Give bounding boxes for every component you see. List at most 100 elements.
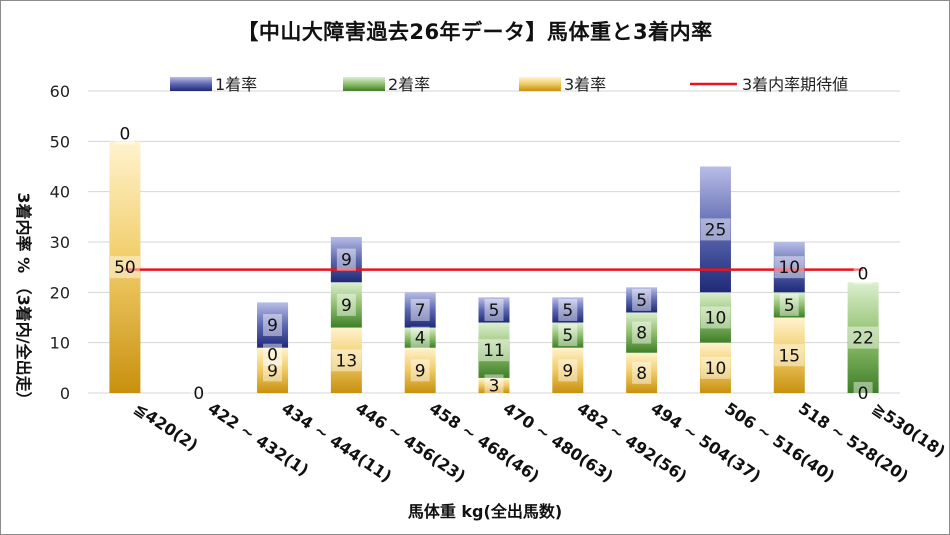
data-label-bg: [484, 298, 504, 321]
data-label-0-8: 10: [705, 359, 727, 379]
bar-segment-2-2: [257, 302, 289, 348]
data-label-0-3: 13: [336, 351, 358, 371]
data-label-1-5: 11: [483, 341, 505, 361]
y-axis-title: 3着内率 % （3着内/全出走）: [14, 192, 33, 407]
data-label-1-6: 5: [562, 326, 573, 346]
data-label-2-5: 5: [489, 301, 500, 321]
data-label-2-3: 9: [341, 251, 352, 271]
data-label-0-0: 50: [114, 258, 136, 278]
data-label-2-0: 0: [119, 124, 130, 144]
bar-segment-2-4: [404, 292, 436, 328]
data-label-bg: [853, 262, 873, 285]
y-tick-label: 30: [50, 233, 70, 252]
data-label-bg: [336, 248, 356, 271]
data-label-bg: [410, 326, 430, 349]
data-label-0-10: 0: [858, 384, 869, 404]
data-label-2-9: 10: [778, 258, 800, 278]
legend-swatch-0: [519, 77, 561, 91]
data-label-bg: [700, 306, 731, 329]
data-label-bg: [263, 314, 283, 337]
data-label-2-8: 25: [705, 220, 727, 240]
y-tick-label: 20: [50, 283, 70, 302]
data-label-2-10: 0: [858, 264, 869, 284]
bar-segment-1-6: [552, 322, 584, 348]
bar-segment-2-5: [478, 297, 510, 323]
data-label-1-3: 9: [341, 296, 352, 316]
bar-segment-0-2: [257, 347, 289, 393]
data-label-bg: [558, 298, 578, 321]
data-label-2-1: 0: [193, 384, 204, 404]
data-label-bg: [263, 343, 283, 366]
data-label-0-5: 3: [489, 376, 500, 396]
data-label-bg: [189, 382, 209, 404]
bar-segment-2-7: [626, 287, 658, 313]
data-label-bg: [479, 339, 509, 362]
bar-segment-0-6: [552, 347, 584, 393]
legend-swatch-1: [343, 77, 385, 91]
legend-swatch-2: [170, 77, 212, 91]
bar-segment-1-10: [847, 282, 879, 393]
data-label-bg: [109, 256, 140, 279]
data-label-bg: [410, 359, 430, 382]
y-tick-label: 40: [50, 183, 70, 202]
bar-segment-1-8: [699, 292, 731, 343]
data-label-bg: [331, 349, 362, 372]
bar-segment-0-3: [330, 327, 362, 393]
legend-label: 2着率: [388, 75, 430, 94]
data-label-bg: [700, 356, 731, 379]
x-tick-label: ≦420(2): [131, 399, 202, 455]
y-axis-ticks: 0 10 20 30 40 50 60: [50, 82, 70, 403]
y-tick-label: 60: [50, 82, 70, 101]
data-label-2-2: 9: [267, 316, 278, 336]
bar-segment-0-8: [699, 342, 731, 393]
data-label-bg: [632, 288, 652, 311]
x-axis-ticks: ≦420(2) 422 ~ 432(1)434 ~ 444(11)446 ~ 45…: [131, 399, 949, 486]
y-tick-label: 10: [50, 334, 70, 353]
data-label-bg: [779, 293, 799, 316]
bar-segment-2-3: [330, 236, 362, 283]
bar-segment-0-9: [773, 317, 805, 393]
bar-segment-0-7: [626, 352, 658, 393]
legend: 1着率 2着率 3着率 3着内率期待値: [170, 75, 848, 94]
data-label-bg: [484, 374, 504, 397]
bar-segment-1-7: [626, 312, 658, 353]
data-label-1-7: 8: [636, 324, 647, 344]
data-label-1-8: 10: [705, 309, 727, 329]
data-label-bg: [853, 382, 873, 404]
data-label-2-7: 5: [636, 291, 647, 311]
bar-segment-1-3: [330, 282, 362, 328]
bar-segment-0-0: [109, 141, 141, 393]
bar-segment-0-4: [404, 347, 436, 393]
gridlines: [88, 90, 900, 394]
bar-segment-2-8: [699, 166, 731, 293]
data-label-1-9: 5: [784, 296, 795, 316]
y-tick-label: 0: [60, 384, 70, 403]
data-label-0-9: 15: [778, 346, 800, 366]
data-label-0-6: 9: [562, 361, 573, 381]
data-label-0-7: 8: [636, 364, 647, 384]
data-label-1-10: 22: [852, 329, 874, 349]
bars: [109, 141, 879, 393]
data-label-bg: [410, 298, 430, 321]
data-label-2-4: 7: [415, 301, 426, 321]
chart-title: 【中山大障害過去26年データ】馬体重と3着内率: [237, 20, 713, 44]
bar-segment-2-6: [552, 297, 584, 323]
data-label-bg: [700, 218, 731, 241]
data-label-bg: [848, 326, 879, 349]
data-label-2-6: 5: [562, 301, 573, 321]
data-label-1-2: 0: [267, 346, 278, 366]
data-label-bg: [336, 293, 356, 316]
bar-segment-1-5: [478, 322, 510, 378]
bar-segment-2-9: [773, 242, 805, 293]
data-label-0-2: 9: [267, 361, 278, 381]
legend-label: 1着率: [215, 75, 257, 94]
bar-segment-1-9: [773, 292, 805, 318]
data-label-bg: [115, 122, 135, 145]
legend-label: 3着率: [564, 75, 606, 94]
data-label-bg: [632, 361, 652, 384]
y-tick-label: 50: [50, 132, 70, 151]
data-label-bg: [558, 324, 578, 347]
data-label-bg: [774, 256, 805, 279]
